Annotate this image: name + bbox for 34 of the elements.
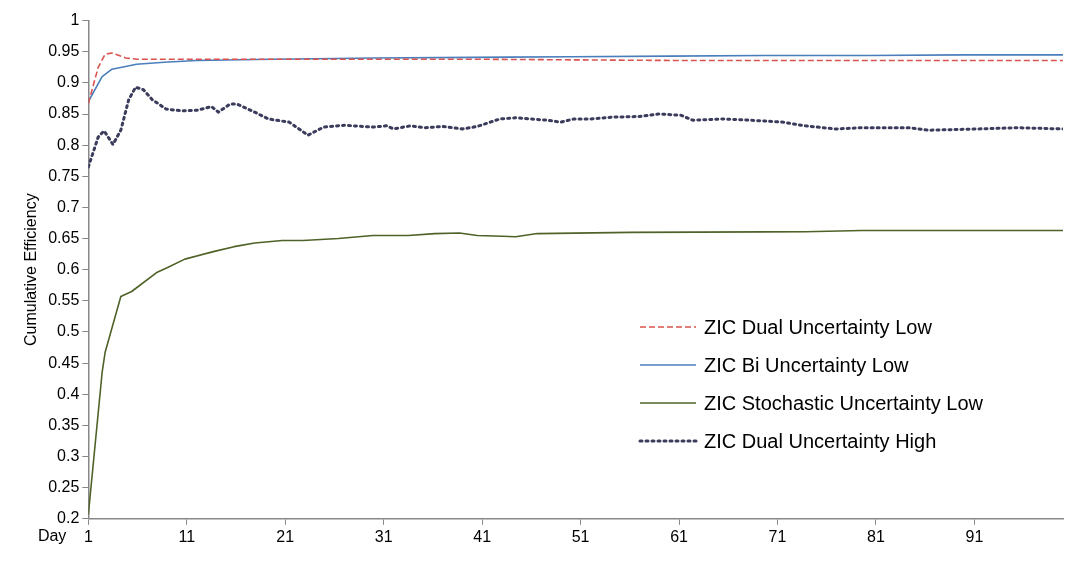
y-tick-label: 0.6 <box>57 260 80 278</box>
x-tick-label: 91 <box>965 527 984 545</box>
y-tick-label: 1 <box>70 11 80 29</box>
x-tick-label: 1 <box>83 527 93 545</box>
line-series <box>88 85 1063 169</box>
x-axis-title: Day <box>37 527 67 545</box>
legend-label: ZIC Dual Uncertainty Low <box>704 315 932 339</box>
x-tick-label: 11 <box>178 527 196 545</box>
y-tick-label: 0.9 <box>57 73 80 91</box>
y-tick-label: 0.2 <box>57 509 80 527</box>
y-tick-label: 0.5 <box>57 322 80 340</box>
y-tick-label: 0.4 <box>57 384 80 402</box>
y-tick-label: 0.45 <box>48 353 80 371</box>
y-tick-label: 0.65 <box>48 228 80 246</box>
y-tick-label: 0.25 <box>48 478 80 496</box>
y-tick-label: 0.55 <box>48 291 80 309</box>
x-tick-label: 31 <box>374 527 393 545</box>
x-tick-label: 71 <box>768 527 787 545</box>
x-tick-label: 51 <box>571 527 590 545</box>
legend-label: ZIC Bi Uncertainty Low <box>704 353 909 377</box>
x-tick-label: 21 <box>276 527 295 545</box>
y-tick-label: 0.7 <box>57 197 80 215</box>
x-tick-label: 61 <box>670 527 689 545</box>
x-tick-label: 41 <box>473 527 492 545</box>
legend-label: ZIC Dual Uncertainty High <box>704 429 937 453</box>
x-tick-label: 81 <box>867 527 885 545</box>
y-tick-label: 0.35 <box>48 415 80 433</box>
y-axis-title: Cumulative Efficiency <box>22 193 40 347</box>
y-tick-label: 0.3 <box>57 446 80 464</box>
y-tick-label: 0.75 <box>48 166 80 184</box>
legend-label: ZIC Stochastic Uncertainty Low <box>704 391 983 415</box>
y-tick-label: 0.95 <box>48 42 80 60</box>
y-tick-label: 0.85 <box>48 104 80 122</box>
y-tick-label: 0.8 <box>57 135 80 153</box>
